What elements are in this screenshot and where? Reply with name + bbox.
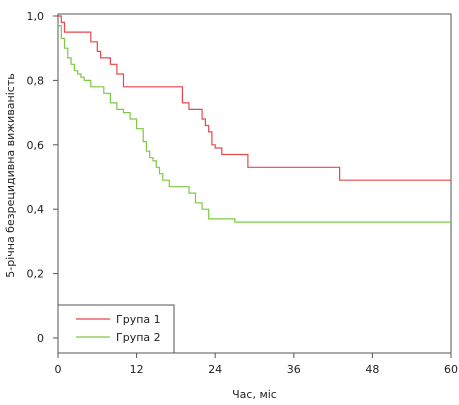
x-axis-ticks: 0 12 24 36 48 60 [55,353,458,376]
x-tick-label: 48 [365,363,379,376]
x-tick-label: 12 [130,363,144,376]
x-tick-label: 60 [444,363,458,376]
y-tick-label: 0,2 [27,268,45,281]
legend-box [57,304,175,354]
x-axis-title: Час, міс [232,388,277,401]
plot-area [57,13,452,354]
legend-label-group-1: Група 1 [116,313,161,326]
y-tick-label: 0,8 [27,74,45,87]
legend: Група 1 Група 2 [57,304,175,354]
series-line-group-1 [58,15,451,181]
plot-frame [57,13,452,354]
y-tick-label: 0,4 [27,203,45,216]
legend-label-group-2: Група 2 [116,331,161,344]
y-tick-label: 0,6 [27,139,45,152]
series-layer [58,15,451,223]
x-tick-label: 0 [55,363,62,376]
series-line-group-2 [58,25,451,223]
y-axis-title: 5-річна безрецидивна виживаність [4,73,17,278]
y-tick-label: 1,0 [27,10,45,23]
y-axis-ticks: 0 0,2 0,4 0,6 0,8 1,0 [27,10,58,345]
x-tick-label: 24 [208,363,222,376]
y-tick-label: 0 [37,332,44,345]
x-tick-label: 36 [287,363,301,376]
